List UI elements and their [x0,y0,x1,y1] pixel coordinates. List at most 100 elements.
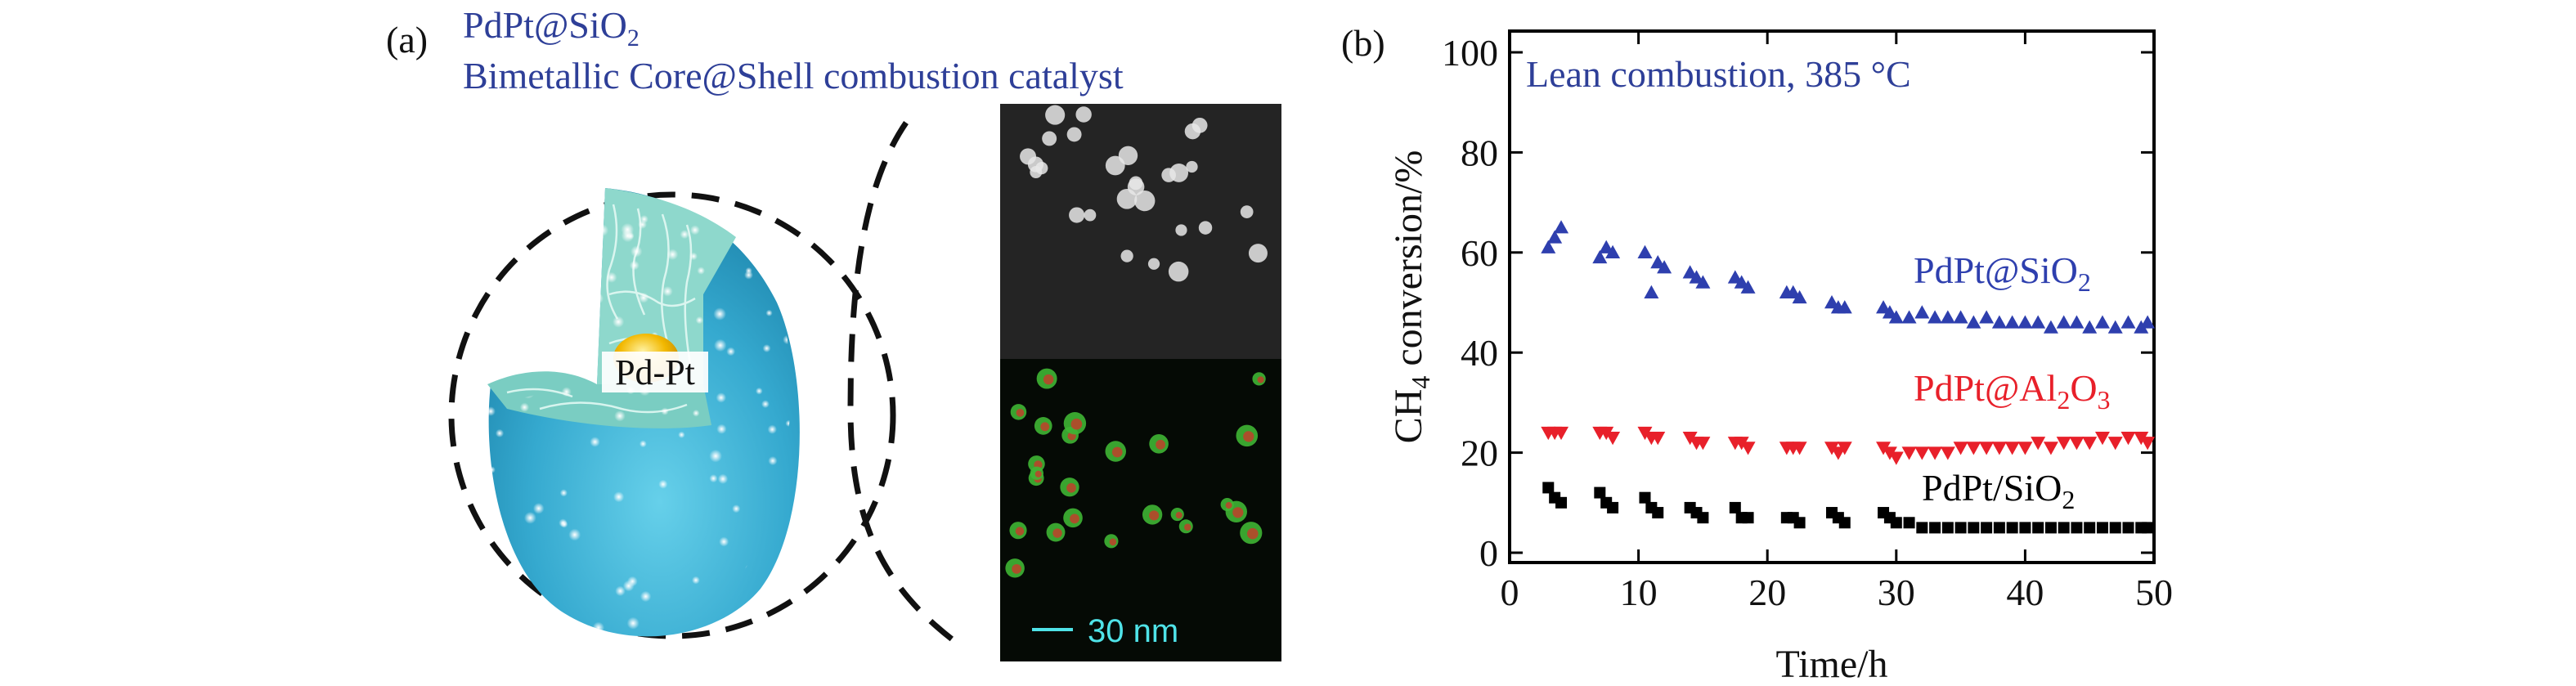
data-point [1792,289,1807,304]
data-point [2107,437,2123,451]
data-point [2006,522,2018,534]
shell-dot [523,587,534,599]
eds-particle-core [1149,510,1160,521]
shell-dot [768,455,778,466]
data-point [1928,310,1943,324]
eds-particle-core [1070,513,1079,524]
y-tick-label: 40 [1461,332,1498,374]
data-point [1554,220,1569,234]
panel-a-title-line2: Bimetallic Core@Shell combustion catalys… [463,55,1124,96]
eds-particle-core [1016,408,1025,417]
zoom-lines [847,121,963,648]
shell-dot [488,466,496,473]
data-point [1740,280,1756,294]
data-point [2019,522,2031,534]
data-point [1547,230,1563,244]
shell-dot [509,579,521,590]
data-point [2094,315,2110,329]
shell-dot [680,230,689,240]
series-label-main: PdPt@Al [1914,367,2057,409]
tem-image-top [1000,104,1281,359]
y-axis-title-rest: conversion/% [1387,150,1430,376]
data-point [1838,517,1851,529]
data-point [1792,442,1807,455]
eds-particle-core [1109,538,1117,546]
data-marks [1541,220,2156,534]
shell-dot [535,597,546,608]
series-label: PdPt@Al2O3 [1914,367,2111,415]
data-point [1650,255,1666,269]
data-point [2140,315,2156,329]
eds-particle-core [1175,512,1183,519]
data-point [2058,522,2070,534]
data-point [2056,315,2071,329]
shell-dot [639,440,647,448]
shell-dot [614,410,626,422]
data-point [1541,240,1556,253]
tem-particle [1075,106,1092,123]
eds-particle-core [1052,528,1062,538]
tem-particle [1118,146,1138,165]
data-point [2056,437,2071,451]
data-point [2140,437,2156,451]
data-point [2017,442,2033,455]
data-point [1993,522,2005,534]
shell-dot [744,270,753,280]
data-point [1991,315,2007,329]
shell-dot [765,309,773,316]
plot-frame [1508,29,2156,564]
shell-dot [532,503,545,514]
shell-dot [717,473,729,484]
x-tick-label: 30 [1878,572,1915,613]
data-point [1968,522,1980,534]
series-label-tail: O [2070,367,2097,409]
shell-dot [519,402,530,412]
data-point [1954,522,1967,534]
eds-particle-core [1184,523,1192,531]
tem-particle [1084,208,1097,222]
series-label-main: PdPt/SiO [1922,467,2062,509]
data-point [1697,512,1709,524]
data-point [1695,437,1711,451]
shell-dot [631,245,643,258]
panel-a-title-main: PdPt@SiO [463,4,627,46]
shell-dot [638,220,647,230]
core-label: Pd-Pt [615,352,695,392]
data-point [1929,522,1941,534]
shell-dot [716,392,727,403]
data-point [1650,432,1666,446]
data-point [1637,244,1653,258]
data-point [1890,517,1902,529]
data-point [2082,437,2098,451]
shell-dot [666,249,679,261]
data-point [1607,501,1619,513]
series-label: PdPt@SiO2 [1914,249,2091,297]
series-label-sub: 2 [2057,385,2070,415]
panel-a-title-sub: 2 [626,25,640,52]
data-point [1605,244,1621,258]
tem-particle [1120,249,1133,262]
dashed-circle [448,191,896,639]
tem-particle [1198,221,1213,235]
data-point [1740,442,1756,455]
data-point [2082,320,2098,334]
shell-dot [606,271,617,283]
x-tick-label: 20 [1748,572,1786,613]
data-point [1689,270,1704,284]
data-point [1657,260,1672,274]
shell-dot [661,407,669,415]
eds-particle-core [1111,446,1123,458]
data-point [1953,442,1968,455]
data-point [2017,315,2033,329]
data-point [1644,285,1659,298]
data-point [2044,522,2057,534]
y-tick-label: 20 [1461,433,1498,474]
shell-dot [511,601,520,610]
eds-particle-core [1070,418,1083,430]
shell-dot [640,590,652,603]
series-label-sub: 2 [2062,485,2075,514]
shell-dot [709,449,722,463]
tem-particle [1020,148,1037,165]
